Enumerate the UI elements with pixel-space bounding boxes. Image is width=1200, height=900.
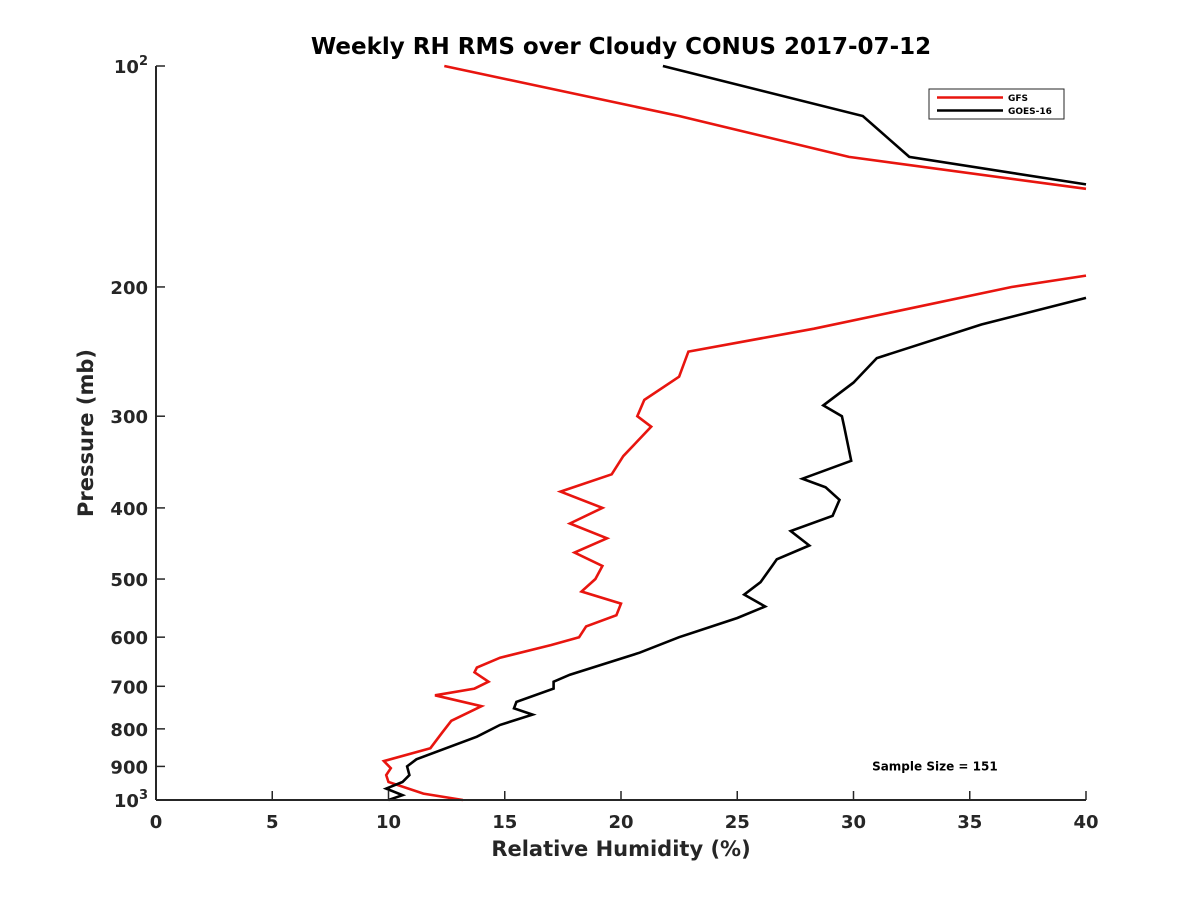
- legend-label-goes16: GOES-16: [1008, 107, 1052, 117]
- series-line-gfs-2: [444, 64, 1087, 191]
- y-tick-label: 200: [110, 278, 148, 299]
- sample-size-annotation: Sample Size = 151: [872, 759, 998, 773]
- x-tick-label: 35: [957, 812, 982, 833]
- y-tick-label: 102: [114, 54, 148, 78]
- x-tick-label: 30: [841, 812, 866, 833]
- legend-entry-gfs: GFS: [937, 94, 1028, 104]
- y-tick-label: 700: [110, 677, 148, 698]
- legend-box: [928, 88, 1065, 120]
- x-axis-label: Relative Humidity (%): [491, 837, 750, 861]
- x-tick-label: 15: [492, 812, 517, 833]
- legend-label-gfs: GFS: [1008, 94, 1028, 104]
- y-axis-label: Pressure (mb): [74, 349, 98, 517]
- series-layer: [381, 64, 1087, 802]
- y-tick-label: 900: [110, 757, 148, 778]
- y-tick-label: 103: [114, 788, 148, 812]
- series-line-gfs-0: [381, 274, 1087, 802]
- series-line-goes16-1: [382, 296, 1087, 802]
- y-tick-label: 600: [110, 628, 148, 649]
- series-line-goes16-3: [662, 64, 1087, 186]
- y-tick-label: 500: [110, 570, 148, 591]
- y-tick-label: 400: [110, 499, 148, 520]
- chart-title: Weekly RH RMS over Cloudy CONUS 2017-07-…: [311, 34, 931, 60]
- x-tick-label: 0: [150, 812, 163, 833]
- x-tick-label: 5: [266, 812, 279, 833]
- y-tick-label: 800: [110, 720, 148, 741]
- y-ticks: 102 200 300 400 500 600 700 800 900 103: [110, 54, 165, 812]
- x-tick-label: 25: [725, 812, 750, 833]
- x-tick-label: 20: [608, 812, 633, 833]
- legend: GFS GOES-16: [928, 88, 1065, 120]
- y-tick-label: 300: [110, 407, 148, 428]
- x-tick-label: 40: [1073, 812, 1098, 833]
- x-tick-label: 10: [376, 812, 401, 833]
- legend-entry-goes16: GOES-16: [937, 107, 1052, 117]
- x-ticks: 0 5 10 15 20 25 30 35 40: [150, 791, 1099, 833]
